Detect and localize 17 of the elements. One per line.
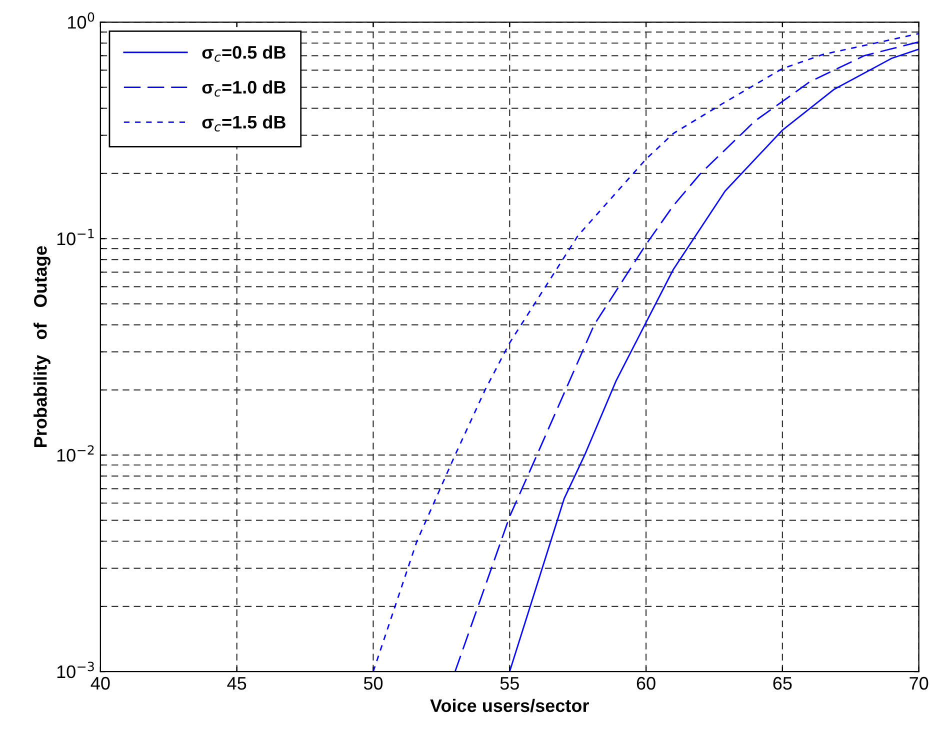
y-tick-label: 10$^{0}$ [68, 12, 94, 29]
x-tick-label: 65 [773, 676, 792, 690]
x-axis-title: Voice users/sector [430, 698, 589, 712]
y-tick-label: 10$^{−2}$ [57, 445, 94, 462]
x-tick-label: 50 [364, 676, 383, 690]
y-tick-label: 10$^{−3}$ [57, 662, 94, 678]
legend-label: σ$_{c}$=1.5 dB [202, 115, 286, 132]
legend-label: σ$_{c}$=0.5 dB [202, 46, 286, 62]
y-tick-label: 10$^{−1}$ [57, 228, 94, 246]
x-tick-label: 40 [90, 676, 110, 690]
x-tick-label: 55 [500, 677, 519, 690]
y-axis-title: Probability of Outage [34, 246, 50, 447]
legend-label: σ$_{c}$=1.0 dB [202, 80, 286, 97]
x-tick-label: 70 [910, 676, 928, 690]
x-tick-label: 45 [227, 677, 246, 690]
x-tick-label: 60 [636, 676, 656, 690]
line-series [372, 32, 919, 672]
